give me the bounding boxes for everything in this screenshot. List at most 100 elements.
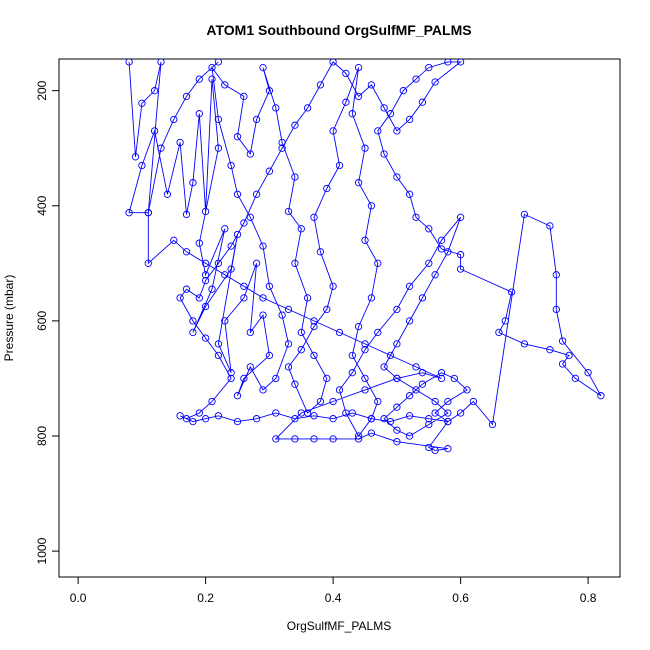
data-point — [214, 412, 223, 420]
data-point — [201, 302, 210, 311]
data-point — [405, 115, 414, 124]
data-point — [393, 127, 401, 135]
data-point — [546, 346, 554, 354]
data-point — [221, 81, 229, 89]
data-point — [303, 104, 312, 112]
data-point — [412, 75, 420, 83]
data-point — [265, 351, 274, 360]
data-point — [393, 438, 401, 446]
data-point — [380, 104, 388, 112]
data-point — [195, 75, 203, 83]
data-point — [425, 415, 433, 423]
y-tick-label: 800 — [35, 426, 49, 446]
data-point — [246, 328, 254, 337]
plot-frame — [58, 58, 621, 578]
data-point — [278, 138, 286, 147]
data-point — [348, 351, 356, 360]
data-point — [456, 409, 465, 417]
data-point — [278, 311, 286, 319]
x-axis: 0.0 0.2 0.4 0.6 0.8 — [70, 576, 597, 605]
data-point — [348, 409, 356, 417]
data-point — [348, 110, 356, 118]
data-point — [182, 285, 191, 293]
data-point — [405, 412, 414, 420]
data-point — [227, 242, 235, 250]
data-point — [393, 426, 401, 434]
data-point — [189, 417, 197, 426]
data-point — [233, 190, 242, 198]
data-point — [176, 294, 184, 302]
data-point — [386, 417, 395, 426]
data-point — [265, 87, 274, 95]
data-point — [303, 294, 312, 302]
data-point — [444, 409, 452, 417]
x-tick-label: 0.2 — [197, 591, 214, 605]
data-point — [361, 340, 369, 348]
data-point — [565, 351, 573, 360]
data-point — [176, 138, 184, 147]
data-point — [329, 59, 337, 66]
data-point — [163, 190, 172, 198]
data-point — [316, 397, 325, 406]
data-point — [393, 340, 401, 348]
data-point — [233, 133, 242, 141]
data-point — [208, 75, 216, 83]
data-point — [201, 334, 210, 342]
data-point — [170, 115, 178, 124]
data-point — [176, 412, 184, 420]
data-point — [278, 144, 286, 152]
data-point — [233, 417, 242, 426]
data-point — [399, 87, 407, 95]
data-point — [265, 167, 274, 175]
data-point — [195, 110, 203, 118]
data-point — [323, 184, 331, 193]
data-point — [367, 202, 376, 210]
data-point — [201, 259, 210, 267]
data-point — [520, 210, 529, 219]
data-point — [310, 317, 318, 325]
data-point — [425, 63, 433, 72]
data-point — [361, 346, 369, 354]
data-point — [412, 363, 420, 371]
data-point — [456, 265, 465, 273]
data-point — [310, 213, 318, 221]
data-point — [221, 271, 229, 279]
y-tick-label: 400 — [35, 195, 49, 215]
data-point — [233, 230, 242, 239]
data-point — [221, 317, 229, 325]
data-point — [310, 322, 318, 331]
data-point — [201, 207, 210, 216]
data-point — [291, 121, 299, 129]
data-point — [323, 374, 331, 383]
data-point — [444, 445, 452, 453]
data-point — [437, 374, 446, 383]
data-point — [425, 420, 433, 429]
data-point — [291, 173, 299, 181]
data-point — [393, 403, 401, 411]
data-point — [552, 271, 560, 279]
data-point — [393, 374, 401, 383]
data-point — [329, 127, 337, 135]
data-point — [437, 369, 446, 377]
data-point — [310, 412, 318, 420]
data-point — [597, 392, 605, 400]
data-point — [367, 81, 376, 89]
data-point — [507, 288, 516, 296]
data-point — [501, 317, 509, 325]
data-point — [291, 380, 299, 388]
data-point — [431, 409, 439, 417]
data-point — [354, 63, 363, 72]
x-tick-label: 0.8 — [580, 591, 597, 605]
data-point — [227, 161, 235, 170]
data-point — [259, 311, 267, 319]
data-point — [240, 219, 248, 227]
data-point — [150, 127, 159, 135]
data-point — [444, 417, 452, 426]
data-point — [284, 305, 293, 314]
data-point — [393, 305, 401, 314]
data-point — [195, 409, 203, 417]
data-point — [259, 294, 267, 302]
data-point — [425, 225, 433, 233]
chart-title: ATOM1 Southbound OrgSulfMF_PALMS — [206, 22, 471, 38]
data-point — [214, 259, 223, 267]
